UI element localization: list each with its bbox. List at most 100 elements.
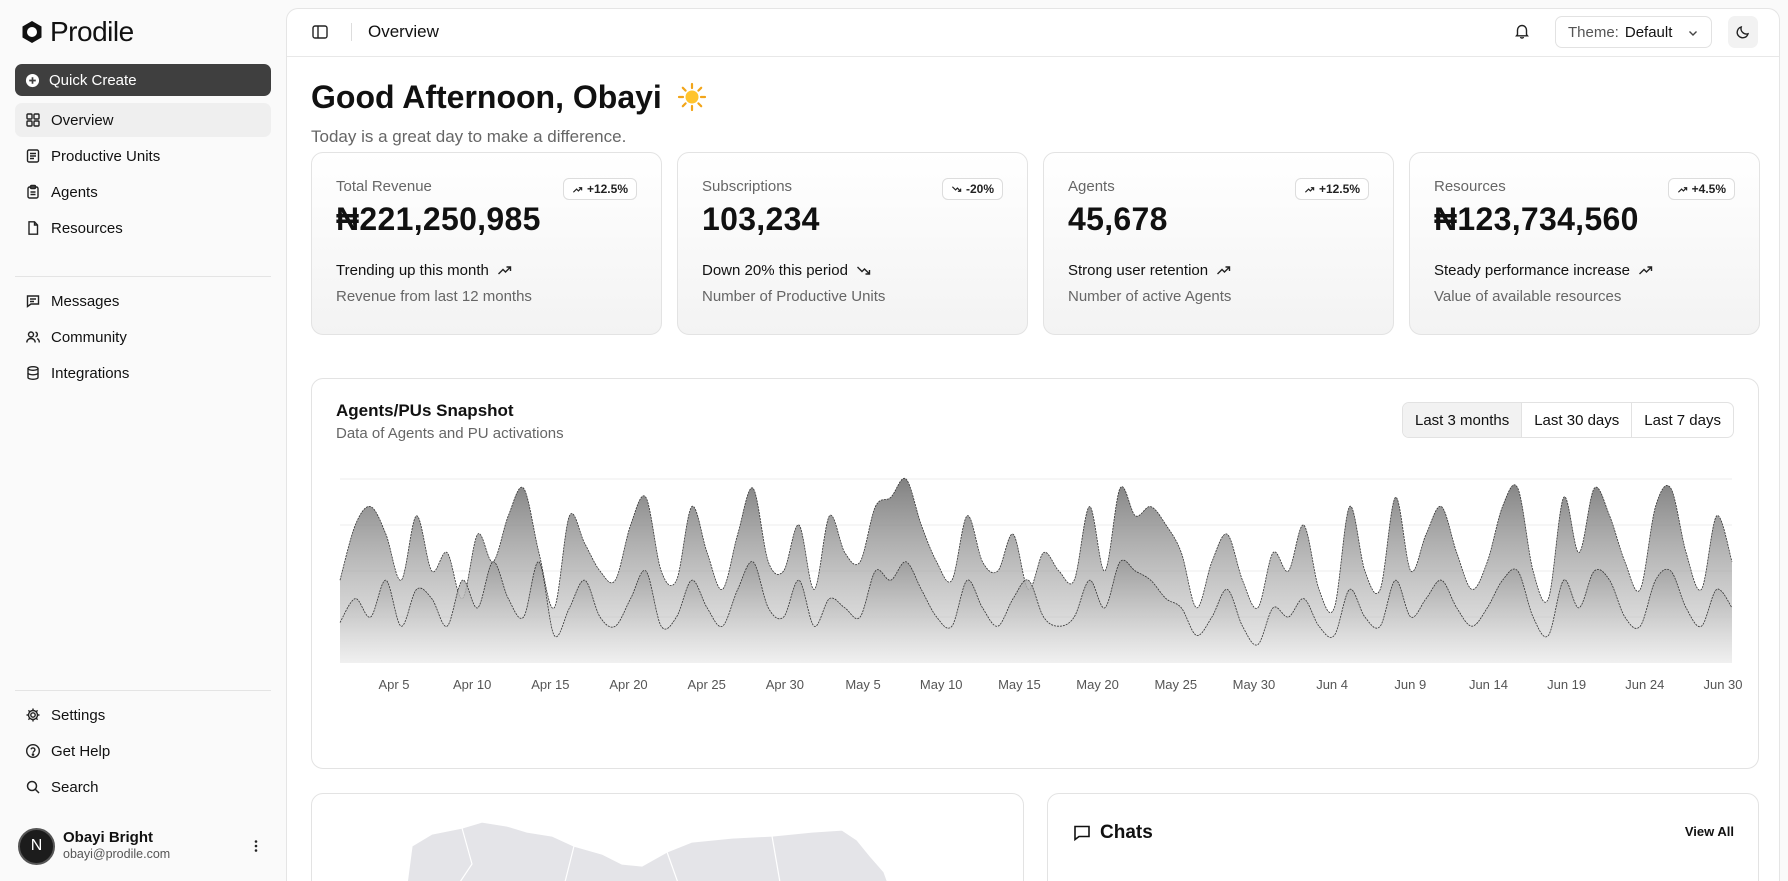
x-tick-label: Apr 10 <box>453 677 491 692</box>
area-chart[interactable]: Apr 5 Apr 10 Apr 15 Apr 20 Apr 25 Apr 30 May 5… <box>312 469 1760 769</box>
stat-badge-value: -20% <box>965 182 994 196</box>
stat-badge: +4.5% <box>1667 178 1735 200</box>
stat-label: Total Revenue <box>336 178 432 195</box>
user-profile[interactable]: N Obayi Bright obayi@prodile.com <box>18 826 270 866</box>
range-button-3-months[interactable]: Last 3 months <box>1403 403 1523 437</box>
x-tick-label: May 15 <box>998 677 1041 692</box>
sidebar-item-label: Resources <box>51 219 123 237</box>
x-tick-label: May 10 <box>920 677 963 692</box>
range-button-7-days[interactable]: Last 7 days <box>1644 411 1721 429</box>
snapshot-chart-card: Agents/PUs Snapshot Data of Agents and P… <box>311 378 1759 769</box>
x-tick-label: May 25 <box>1154 677 1197 692</box>
sidebar-item-resources[interactable]: Resources <box>15 211 271 245</box>
greeting-title: Good Afternoon, Obayi <box>311 79 707 116</box>
stat-badge: -20% <box>941 178 1003 200</box>
topbar-divider <box>351 23 352 41</box>
view-all-button[interactable]: View All <box>1684 824 1734 839</box>
sidebar: Prodile Quick Create Overview Productive… <box>0 0 286 881</box>
stat-badge: +12.5% <box>562 178 637 200</box>
trending-down-icon <box>951 185 962 192</box>
trending-up-icon <box>1304 186 1315 193</box>
stat-label: Subscriptions <box>702 178 793 195</box>
theme-select[interactable]: Theme: Default <box>1555 16 1712 48</box>
stat-description: Revenue from last 12 months <box>336 288 532 305</box>
main-content: Overview Theme: Default Good Afternoon, … <box>286 8 1780 881</box>
trending-up-icon <box>1638 266 1653 275</box>
x-tick-label: Jun 30 <box>1703 677 1742 692</box>
x-tick-label: Apr 25 <box>688 677 726 692</box>
sidebar-item-get-help[interactable]: Get Help <box>15 734 271 768</box>
sidebar-item-messages[interactable]: Messages <box>15 284 271 318</box>
user-email: obayi@prodile.com <box>63 847 171 861</box>
trending-down-icon <box>856 266 871 275</box>
sidebar-item-overview[interactable]: Overview <box>15 103 271 137</box>
stat-trend-text: Steady performance increase <box>1434 262 1630 279</box>
stat-badge-value: +4.5% <box>1691 182 1726 196</box>
app-name: Prodile <box>50 16 134 47</box>
file-icon <box>28 221 39 235</box>
stat-value: 103,234 <box>702 201 820 237</box>
sidebar-item-label: Productive Units <box>51 147 161 165</box>
grid-icon <box>26 113 40 127</box>
map-panel <box>311 793 1024 881</box>
theme-value: Default <box>1624 23 1673 41</box>
stat-card-total-revenue: Total Revenue +12.5% ₦221,250,985 Trendi… <box>311 152 662 335</box>
x-tick-label: Jun 4 <box>1316 677 1348 692</box>
sidebar-item-agents[interactable]: Agents <box>15 175 271 209</box>
stat-badge: +12.5% <box>1294 178 1369 200</box>
logo[interactable]: Prodile <box>20 16 134 48</box>
clipboard-icon <box>27 184 39 199</box>
stat-value: ₦123,734,560 <box>1434 201 1639 237</box>
stat-description: Value of available resources <box>1434 288 1622 305</box>
greeting-subtitle: Today is a great day to make a differenc… <box>311 127 627 146</box>
sidebar-item-community[interactable]: Community <box>15 320 271 354</box>
sidebar-toggle-icon[interactable] <box>311 23 329 41</box>
sidebar-item-settings[interactable]: Settings <box>15 698 271 732</box>
chevron-down-icon <box>1689 31 1697 36</box>
sidebar-item-productive-units[interactable]: Productive Units <box>15 139 271 173</box>
stat-trend: Down 20% this period <box>702 262 871 279</box>
sidebar-item-label: Integrations <box>51 364 130 382</box>
stat-value: 45,678 <box>1068 201 1168 237</box>
sidebar-item-label: Community <box>51 328 127 346</box>
map-graphic <box>406 821 888 881</box>
stat-card-resources: Resources +4.5% ₦123,734,560 Steady perf… <box>1409 152 1760 335</box>
dark-mode-toggle[interactable] <box>1728 16 1758 48</box>
trending-up-icon <box>497 266 512 275</box>
user-name: Obayi Bright <box>63 829 154 846</box>
logo-icon <box>22 21 42 43</box>
help-icon <box>25 743 41 759</box>
x-tick-label: Apr 20 <box>609 677 647 692</box>
chats-title-text: Chats <box>1100 822 1153 843</box>
moon-icon <box>1736 25 1750 39</box>
sidebar-item-integrations[interactable]: Integrations <box>15 356 271 390</box>
more-vertical-icon[interactable] <box>248 838 264 854</box>
theme-label: Theme: <box>1568 23 1619 41</box>
sidebar-divider <box>15 276 271 277</box>
page-title: Overview <box>368 22 439 41</box>
sidebar-item-label: Get Help <box>51 742 111 760</box>
quick-create-button[interactable]: Quick Create <box>15 64 271 96</box>
bell-icon[interactable] <box>1513 22 1531 40</box>
x-tick-label: May 5 <box>845 677 880 692</box>
x-tick-label: Jun 14 <box>1469 677 1508 692</box>
stat-trend-text: Strong user retention <box>1068 262 1209 279</box>
x-tick-label: Jun 9 <box>1394 677 1426 692</box>
trending-up-icon <box>1677 186 1687 193</box>
range-button-30-days[interactable]: Last 30 days <box>1522 403 1633 437</box>
stat-trend-text: Trending up this month <box>336 262 489 279</box>
stat-trend-text: Down 20% this period <box>702 262 848 279</box>
sidebar-item-label: Settings <box>51 706 106 724</box>
series-line-1 <box>339 477 1733 614</box>
stat-label: Agents <box>1068 178 1115 195</box>
sidebar-item-search[interactable]: Search <box>15 770 271 804</box>
sidebar-item-label: Search <box>51 778 99 796</box>
users-icon <box>26 331 40 343</box>
search-icon <box>26 780 40 794</box>
sidebar-divider <box>15 690 271 691</box>
chats-panel: Chats View All <box>1047 793 1759 881</box>
x-tick-label: Apr 30 <box>766 677 804 692</box>
quick-create-label: Quick Create <box>49 71 137 89</box>
stat-card-subscriptions: Subscriptions -20% 103,234 Down 20% this… <box>677 152 1028 335</box>
stat-trend: Steady performance increase <box>1434 262 1653 279</box>
